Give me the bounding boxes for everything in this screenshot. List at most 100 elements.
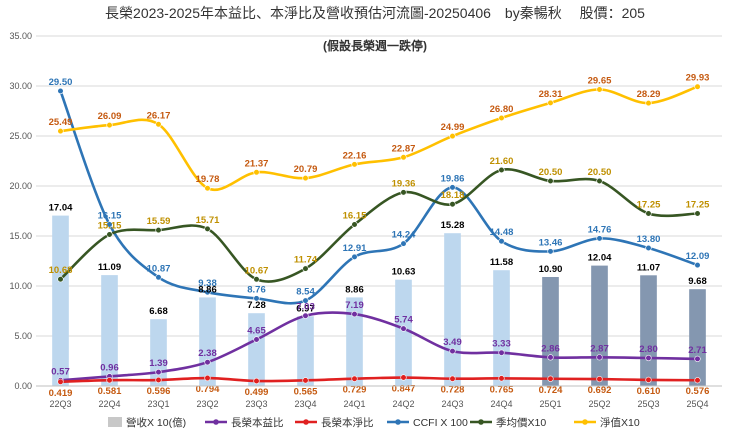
series-marker [155,274,162,281]
series-label: 7.19 [345,300,364,311]
chart-title: 長榮2023-2025年本益比、本淨比及營收預估河流圖-20250406 by秦… [105,5,645,21]
series-marker [155,227,162,234]
series-marker [694,210,701,217]
series-label: 2.71 [688,345,707,356]
series-label: 0.692 [588,385,612,396]
grid-layer [36,35,722,387]
series-label: 0.576 [686,386,710,397]
bar [101,275,118,386]
series-label: 15.59 [147,216,171,227]
series-label: 0.565 [294,386,318,397]
bar-label: 10.90 [539,264,563,275]
legend-label: 營收X 10(億) [126,416,186,429]
series-marker [547,375,554,382]
x-tick-label: 25Q1 [539,399,561,409]
series-label: 10.87 [147,263,171,274]
x-tick-label: 25Q4 [686,399,708,409]
series-marker [400,374,407,381]
y-tick-label: 25.00 [9,131,32,141]
series-marker [57,128,64,135]
series-label: 29.50 [49,77,73,88]
series-marker [351,253,358,260]
series-marker [645,354,652,362]
series-marker [57,378,64,385]
series-label: 29.93 [686,73,710,84]
series-marker [547,354,554,361]
series-label: 9.38 [198,278,217,289]
series-marker [106,221,113,228]
series-label: 24.99 [441,122,465,133]
series-marker [155,369,162,376]
series-label: 21.37 [245,158,269,169]
series-label: 0.724 [539,385,563,396]
series-label: 12.09 [686,251,710,262]
series-marker [204,185,211,192]
series-label: 26.17 [147,110,171,121]
bar [52,215,69,386]
x-tick-label: 22Q4 [98,399,120,409]
series-marker [155,376,162,384]
series-marker [204,374,211,382]
series-marker [253,169,260,176]
bar-label: 11.58 [490,257,513,268]
series-marker [596,235,603,242]
series-marker [498,349,505,356]
series-marker [547,248,554,255]
series-label: 20.79 [294,164,318,175]
series-marker [498,166,505,174]
legend-swatch [108,417,122,427]
bar-label: 10.63 [392,267,416,278]
series-marker [694,262,701,269]
x-tick-label: 23Q1 [147,399,169,409]
series-label: 0.610 [637,386,661,397]
series-label: 26.09 [98,111,122,122]
series-label: 20.50 [588,167,612,178]
legend-marker [213,419,219,425]
y-tick-label: 10.00 [9,281,32,291]
series-label: 0.794 [196,384,220,395]
series-marker [400,154,407,161]
series-marker [694,377,701,384]
x-tick-label: 23Q4 [294,399,316,409]
bar-layer [52,215,706,386]
series-label: 2.38 [198,348,217,359]
series-label: 3.49 [443,337,462,348]
series-label: 21.60 [490,156,514,167]
series-label: 13.46 [539,237,563,248]
series-marker [253,336,260,343]
series-marker [645,210,652,217]
series-marker [449,184,456,191]
series-line [60,311,698,382]
series-marker [498,114,505,122]
series-label: 28.31 [539,89,563,100]
series-marker [351,311,358,318]
series-label: 0.728 [441,385,465,396]
bar-label: 11.09 [98,262,121,273]
bar-label: 12.04 [588,253,612,264]
series-line [60,85,698,192]
series-marker [106,231,113,238]
x-tick-label: 23Q2 [196,399,218,409]
series-label: 12.91 [343,243,367,254]
series-label: 20.50 [539,167,563,178]
series-marker [351,161,358,168]
axis-layer: 0.00 5.00 10.00 15.00 20.00 25.00 30.00 35.00 22… [9,31,722,409]
bar [297,316,314,386]
series-marker [106,121,113,129]
series-label: 22.87 [392,143,416,154]
legend-label: 淨值X10 [600,416,640,429]
series-label: 0.499 [245,387,269,398]
series-label: 18.18 [441,190,465,201]
series-label: 8.54 [296,287,315,298]
y-tick-label: 15.00 [9,231,32,241]
series-marker [302,175,309,182]
x-tick-label: 24Q2 [392,399,414,409]
bar [640,275,657,386]
legend-label: CCFI X 100 [413,417,468,429]
series-marker [645,376,652,384]
series-marker [645,244,652,252]
bar [493,270,510,386]
bar-label: 7.28 [247,300,266,311]
series-marker [498,375,505,382]
legend-marker [303,419,309,425]
